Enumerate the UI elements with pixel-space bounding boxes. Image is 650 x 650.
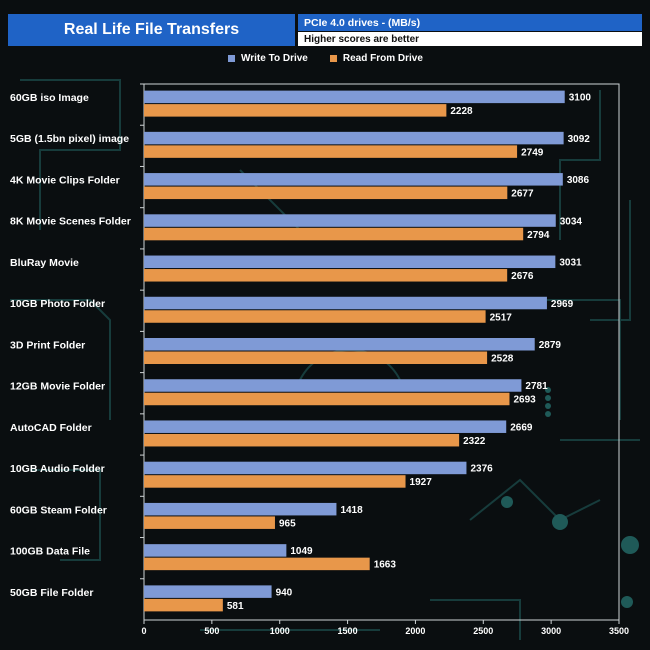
data-label: 3092 xyxy=(568,134,591,145)
bar-write xyxy=(144,214,556,227)
category-label: 3D Print Folder xyxy=(10,339,85,351)
x-tick-label: 1500 xyxy=(338,626,358,636)
data-label: 3031 xyxy=(559,258,582,269)
category-label: 12GB Movie Folder xyxy=(10,381,105,393)
bar-write xyxy=(144,379,522,392)
data-label: 2749 xyxy=(521,147,544,158)
bar-read xyxy=(144,516,275,529)
bar-write xyxy=(144,255,556,269)
bar-read xyxy=(144,557,370,571)
legend-item-read: Read From Drive xyxy=(329,53,423,64)
bar-read xyxy=(144,351,488,364)
bar-read xyxy=(144,269,508,282)
x-tick-label: 500 xyxy=(204,626,219,636)
bar-read xyxy=(144,598,223,612)
data-label: 3034 xyxy=(560,216,583,227)
bar-read xyxy=(144,186,508,200)
x-tick-label: 1000 xyxy=(270,626,290,636)
category-label: 60GB Steam Folder xyxy=(10,504,107,516)
legend-label-write: Write To Drive xyxy=(241,53,308,64)
chart-subtitle: PCIe 4.0 drives - (MB/s) xyxy=(298,14,642,31)
chart-title: Real Life File Transfers xyxy=(8,14,295,46)
bar-write xyxy=(144,296,547,310)
bar-write xyxy=(144,585,272,598)
data-label: 1049 xyxy=(290,546,313,557)
data-label: 2969 xyxy=(551,299,574,310)
bar-write xyxy=(144,461,467,475)
category-label: AutoCAD Folder xyxy=(10,422,92,434)
data-label: 2528 xyxy=(491,354,514,365)
data-label: 3100 xyxy=(569,93,592,104)
legend: Write To Drive Read From Drive xyxy=(228,53,423,64)
category-label: 50GB File Folder xyxy=(10,587,93,599)
x-tick-label: 0 xyxy=(141,626,146,636)
bar-read xyxy=(144,145,518,158)
data-label: 2376 xyxy=(470,464,493,475)
bar-write xyxy=(144,173,563,186)
data-label: 940 xyxy=(276,587,293,598)
legend-swatch-write xyxy=(228,55,235,62)
bar-read xyxy=(144,104,447,117)
bar-read xyxy=(144,392,510,406)
data-label: 1927 xyxy=(410,477,433,488)
bar-write xyxy=(144,338,535,351)
data-label: 2322 xyxy=(463,436,486,447)
data-label: 2781 xyxy=(525,381,548,392)
category-label: BluRay Movie xyxy=(10,257,79,269)
category-label: 10GB Photo Folder xyxy=(10,298,105,310)
data-label: 1663 xyxy=(374,560,397,571)
x-tick-label: 2500 xyxy=(473,626,493,636)
data-label: 2879 xyxy=(539,340,562,351)
data-label: 1418 xyxy=(340,505,363,516)
bar-read xyxy=(144,475,406,488)
bar-write xyxy=(144,131,564,145)
legend-label-read: Read From Drive xyxy=(342,53,423,64)
data-label: 2676 xyxy=(511,271,534,282)
data-label: 965 xyxy=(279,518,296,529)
data-label: 2677 xyxy=(511,189,534,200)
data-label: 2693 xyxy=(513,395,536,406)
category-label: 5GB (1.5bn pixel) image xyxy=(10,133,129,145)
category-label: 4K Movie Clips Folder xyxy=(10,174,120,186)
bar-write xyxy=(144,502,337,516)
data-label: 2669 xyxy=(510,422,533,433)
data-label: 2517 xyxy=(490,312,513,323)
category-label: 10GB Audio Folder xyxy=(10,463,105,475)
category-label: 8K Movie Scenes Folder xyxy=(10,216,131,228)
bar-write xyxy=(144,544,287,557)
legend-swatch-read xyxy=(329,55,337,62)
bar-write xyxy=(144,90,565,104)
x-tick-label: 3500 xyxy=(609,626,629,636)
bar-read xyxy=(144,433,460,447)
category-label: 60GB iso Image xyxy=(10,92,89,104)
x-tick-label: 2000 xyxy=(405,626,425,636)
data-label: 3086 xyxy=(567,175,590,186)
chart-note: Higher scores are better xyxy=(298,32,642,46)
data-label: 2794 xyxy=(527,230,550,241)
bar-write xyxy=(144,420,507,433)
legend-item-write: Write To Drive xyxy=(228,53,308,64)
x-tick-label: 3000 xyxy=(541,626,561,636)
bar-read xyxy=(144,227,524,241)
data-label: 2228 xyxy=(450,106,473,117)
category-label: 100GB Data File xyxy=(10,546,90,558)
data-label: 581 xyxy=(227,601,244,612)
bar-read xyxy=(144,310,486,323)
